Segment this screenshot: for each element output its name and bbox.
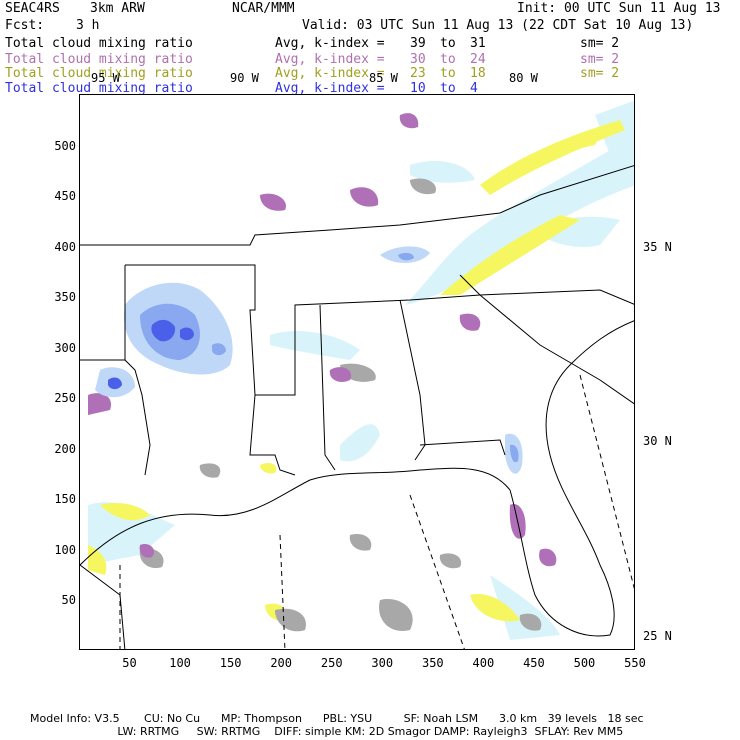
state-border-north — [80, 165, 634, 246]
field-smoothing: sm= 2 — [580, 36, 620, 51]
state-border-fl — [419, 439, 506, 456]
field-stat: Avg, k-index = — [275, 36, 385, 51]
field-to: 31 — [470, 36, 486, 51]
lon-label-95w: 95 W — [91, 71, 120, 85]
map-borders — [80, 165, 634, 649]
maritime-boundaries — [119, 374, 634, 649]
x-tick-label: 300 — [371, 656, 394, 670]
forecast-hours: 3 h — [76, 18, 100, 33]
x-tick-label: 150 — [219, 656, 242, 670]
org-label: NCAR/MMM — [232, 1, 295, 16]
lon-label-90w: 90 W — [230, 71, 259, 85]
x-tick-label: 200 — [270, 656, 293, 670]
field-to-word: to — [440, 81, 456, 96]
field-to-word: to — [440, 66, 456, 81]
x-tick-label: 400 — [472, 656, 495, 670]
x-tick-label: 50 — [122, 656, 137, 670]
cloud-fill-blue — [95, 246, 523, 474]
cloud-fill-purple — [88, 113, 557, 567]
y-tick-label: 200 — [54, 441, 76, 456]
field-to: 18 — [470, 66, 486, 81]
field-to: 4 — [470, 81, 478, 96]
state-border-west — [80, 265, 126, 361]
field-name: Total cloud mixing ratio — [5, 36, 193, 51]
lat-label-25n: 25 N — [643, 629, 672, 643]
field-name: Total cloud mixing ratio — [5, 66, 193, 81]
project-label: SEAC4RS — [5, 1, 60, 16]
x-tick-label: 250 — [320, 656, 343, 670]
field-to-word: to — [440, 52, 456, 67]
field-stat: Avg, k-index = — [275, 66, 385, 81]
field-from: 10 — [410, 81, 426, 96]
field-stat: Avg, k-index = — [275, 81, 385, 96]
field-smoothing: sm= 2 — [580, 66, 620, 81]
cloud-fill-yellow — [88, 120, 625, 622]
cloud-fill-gray — [139, 178, 542, 632]
state-border-la — [249, 394, 296, 476]
x-tick-label: 350 — [421, 656, 444, 670]
y-tick-label: 500 — [54, 138, 76, 153]
field-to-word: to — [440, 36, 456, 51]
valid-time: Valid: 03 UTC Sun 11 Aug 13 (22 CDT Sat … — [302, 18, 694, 33]
lon-label-80w: 80 W — [509, 71, 538, 85]
state-border-texas — [124, 359, 151, 476]
x-tick-label: 550 — [624, 656, 646, 670]
x-tick-label: 450 — [523, 656, 545, 670]
state-border-ms-al — [319, 304, 336, 471]
mexico-coast — [80, 564, 126, 649]
y-tick-label: 150 — [54, 492, 76, 507]
state-border-middle — [125, 264, 634, 396]
lon-label-85w: 85 W — [369, 71, 398, 85]
init-time: Init: 00 UTC Sun 11 Aug 13 — [517, 1, 721, 16]
y-tick-label: 250 — [54, 391, 76, 406]
field-name: Total cloud mixing ratio — [5, 81, 193, 96]
coastline — [80, 320, 634, 637]
field-smoothing: sm= 2 — [580, 52, 620, 67]
map-canvas — [80, 100, 634, 649]
x-tick-label: 500 — [573, 656, 596, 670]
field-to: 24 — [470, 52, 486, 67]
state-border-al-ga — [399, 299, 426, 461]
y-tick-label: 350 — [54, 290, 76, 305]
y-tick-label: 100 — [54, 542, 76, 557]
model-info-line1: Model Info: V3.5 CU: No Cu MP: Thompson … — [30, 712, 644, 725]
y-tick-label: 300 — [54, 340, 76, 355]
forecast-label: Fcst: — [5, 18, 45, 33]
model-label: 3km ARW — [90, 1, 145, 16]
y-tick-label: 400 — [54, 239, 76, 254]
field-name: Total cloud mixing ratio — [5, 52, 193, 67]
map-plot — [79, 94, 635, 650]
y-tick-label: 450 — [54, 189, 76, 204]
lat-label-35n: 35 N — [643, 240, 672, 254]
field-stat: Avg, k-index = — [275, 52, 385, 67]
y-tick-label: 50 — [61, 593, 76, 608]
model-info-line2: LW: RRTMG SW: RRTMG DIFF: simple KM: 2D … — [30, 725, 624, 738]
state-border-sc — [459, 274, 634, 405]
field-from: 30 — [410, 52, 426, 67]
lat-label-30n: 30 N — [643, 434, 672, 448]
field-from: 39 — [410, 36, 426, 51]
field-from: 23 — [410, 66, 426, 81]
x-tick-label: 100 — [169, 656, 191, 670]
